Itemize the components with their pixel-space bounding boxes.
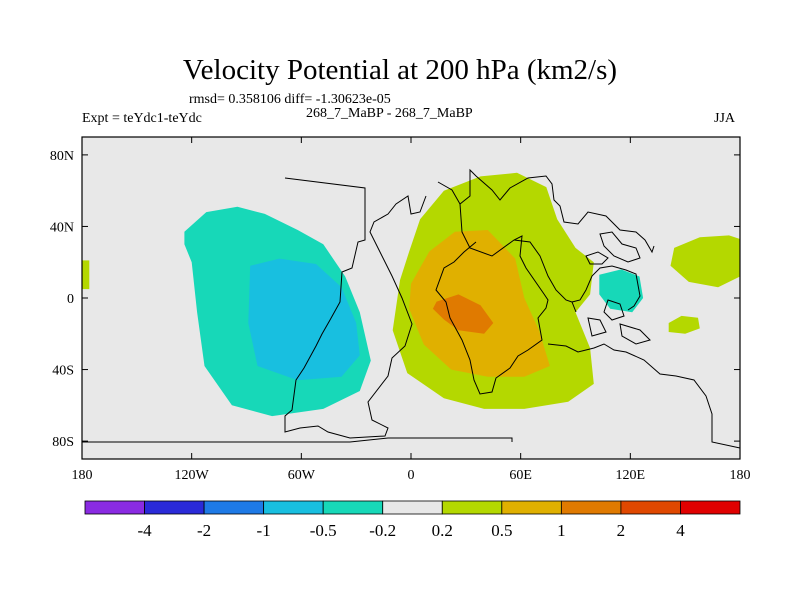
x-tick-label: 180 (72, 468, 93, 483)
x-tick-label: 60W (288, 468, 316, 483)
chart-title: Velocity Potential at 200 hPa (km2/s) (182, 54, 618, 86)
colorbar-label: -0.2 (369, 521, 396, 540)
x-tick-label: 120W (175, 468, 210, 483)
colorbar-swatch (144, 500, 205, 515)
coastline-americas (284, 177, 427, 439)
x-tick-label: 120E (616, 468, 646, 483)
colorbar-swatch (620, 500, 681, 515)
coastline-eurasia-north (437, 168, 655, 254)
contour-regions (82, 137, 740, 459)
colorbar: -4 -2 -1 -0.5 -0.2 0.2 0.5 1 2 4 (84, 500, 741, 540)
coastlines (82, 168, 741, 449)
colorbar-swatch (382, 500, 443, 515)
colorbar-label: -2 (197, 521, 211, 540)
colorbar-swatch (680, 500, 741, 515)
y-axis: 80N 40N 0 40S 80S (50, 149, 740, 450)
contour-region-wpac-teal (599, 269, 644, 313)
season-label: JJA (714, 111, 736, 126)
colorbar-label: 4 (676, 521, 685, 540)
colorbar-swatch (263, 500, 324, 515)
y-tick-label: 0 (67, 292, 74, 307)
colorbar-swatch (560, 500, 622, 515)
coastline-maritime (585, 251, 651, 345)
stats-label: rmsd= 0.358106 diff= -1.30623e-05 (189, 92, 391, 107)
x-tick-label: 180 (730, 468, 751, 483)
colorbar-label: 0.2 (432, 521, 453, 540)
coastline-asia-south (571, 265, 641, 311)
colorbar-label: -0.5 (310, 521, 337, 540)
y-tick-label: 80S (52, 435, 74, 450)
coastline-east-asia (599, 231, 641, 263)
experiment-label: Expt = teYdc1-teYdc (82, 111, 202, 126)
contour-region-wpac-small (82, 260, 90, 290)
colorbar-label: 1 (557, 521, 566, 540)
y-tick-label: 40S (52, 364, 74, 379)
colorbar-label: -1 (257, 521, 271, 540)
colorbar-label: 2 (617, 521, 626, 540)
contour-region-dateline-green (670, 235, 740, 288)
x-tick-label: 60E (509, 468, 532, 483)
colorbar-swatch (441, 500, 503, 515)
y-tick-label: 40N (50, 220, 74, 235)
x-axis: 180 120W 60W 0 60E 120E 180 (72, 137, 751, 483)
colorbar-swatch (203, 500, 265, 515)
contour-region-africa-core (432, 294, 494, 334)
contour-region-east-pac-inner (248, 258, 360, 381)
coastline-europe-africa (435, 203, 549, 395)
coastline-arabia (513, 239, 577, 313)
colorbar-swatch (322, 500, 384, 515)
y-tick-label: 80N (50, 149, 74, 164)
coastline-australia (547, 343, 741, 449)
colorbar-swatch (84, 500, 145, 515)
contour-region-spac-green (668, 315, 700, 334)
x-tick-label: 0 (408, 468, 415, 483)
case-label: 268_7_MaBP - 268_7_MaBP (306, 106, 473, 121)
colorbar-label: 0.5 (491, 521, 512, 540)
coastline-antarctica (82, 437, 513, 443)
contour-region-africa-mid (409, 230, 550, 377)
colorbar-label: -4 (137, 521, 152, 540)
colorbar-swatch (501, 500, 562, 515)
